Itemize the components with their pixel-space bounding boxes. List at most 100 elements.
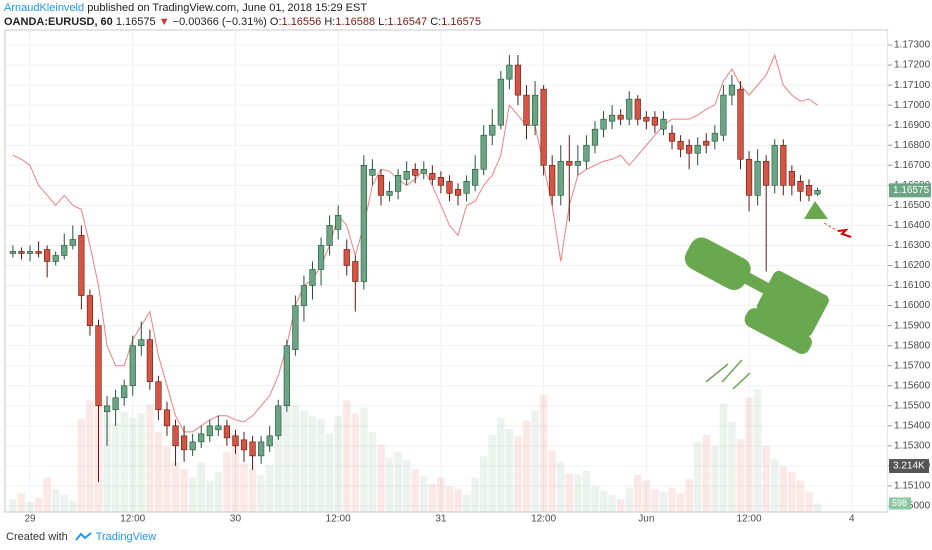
candle-body	[309, 269, 316, 286]
candle-body	[480, 134, 487, 170]
candle-body	[754, 160, 761, 196]
volume-bar	[642, 480, 651, 512]
symbol-line: OANDA:EURUSD, 60 1.16575 ▼ −0.00366 (−0.…	[4, 16, 481, 28]
candle-body	[626, 98, 633, 120]
y-tick-label: 1.17100	[894, 80, 931, 91]
candle-body	[292, 305, 299, 350]
volume-label-bg	[889, 497, 911, 510]
h-label: H:	[324, 16, 336, 28]
candle-body	[9, 251, 17, 254]
volume-bar	[240, 463, 248, 512]
volume-bar	[685, 479, 693, 512]
volume-bar	[702, 434, 711, 512]
l-label: L:	[378, 16, 388, 28]
candle-body	[198, 433, 205, 443]
volume-bar	[531, 410, 539, 512]
candle-body	[283, 345, 290, 407]
y-tick-label: 1.15400	[894, 420, 931, 431]
y-tick-label: 1.17000	[894, 100, 931, 111]
volume-bar	[574, 474, 582, 512]
volume-bar	[342, 400, 351, 512]
volume-bar	[505, 429, 514, 512]
drawing	[684, 201, 852, 390]
volume-bar	[34, 497, 43, 512]
candle-body	[275, 405, 282, 437]
candle-body	[583, 144, 590, 162]
y-tick-label: 1.15500	[894, 400, 931, 411]
candle-body	[463, 181, 470, 194]
candle-body	[566, 160, 573, 166]
candle-body	[369, 168, 376, 176]
y-tick-label: 1.16100	[894, 280, 931, 291]
candle-body	[472, 168, 479, 186]
volume-bar	[300, 410, 308, 512]
candle-body	[788, 170, 795, 186]
candle-body	[531, 94, 539, 126]
candle-body	[446, 181, 453, 194]
candle-body	[797, 181, 804, 192]
volume-bar	[420, 476, 428, 512]
candle-body	[523, 94, 530, 126]
volume-bar	[77, 419, 86, 512]
candle-body	[574, 160, 581, 166]
candle-body	[608, 114, 616, 122]
candle-body	[600, 118, 607, 130]
volume-bar	[257, 474, 265, 512]
volume-bar	[377, 444, 385, 512]
candle-body	[155, 381, 162, 411]
header-line: ArnaudKleinveld published on TradingView…	[4, 2, 367, 14]
candle-body	[95, 325, 102, 407]
o-value: 1.16556	[281, 16, 322, 28]
candle-body	[805, 185, 813, 196]
volume-bar	[120, 411, 128, 512]
author-link[interactable]: ArnaudKleinveld	[4, 2, 85, 14]
tractor-drawing	[684, 237, 829, 354]
volume-bar	[128, 417, 137, 512]
y-tick-label: 1.15700	[894, 360, 931, 371]
volume-bar	[471, 477, 479, 512]
candle-body	[540, 88, 547, 166]
logo	[75, 532, 92, 541]
volume-bar	[753, 388, 762, 512]
candle-body	[617, 114, 624, 120]
y-tick-label: 1.15900	[894, 320, 931, 331]
volume-bar	[86, 400, 94, 512]
candle-body	[454, 189, 462, 196]
candle-body	[121, 385, 128, 399]
volume-bar	[291, 404, 300, 512]
x-tick-label: 12:00	[120, 514, 145, 525]
candle-body	[711, 132, 718, 142]
volume-bar	[539, 394, 548, 512]
candle-body	[377, 175, 385, 196]
candle-body	[317, 245, 325, 270]
volume-bar	[745, 397, 753, 512]
published-text: published on TradingView.com, June 01, 2…	[87, 2, 368, 14]
volume-bar	[668, 487, 676, 512]
x-tick-label: Jun	[638, 514, 654, 525]
candle-body	[181, 435, 188, 451]
volume-bar	[428, 483, 437, 512]
bolt-drawing	[837, 228, 852, 238]
volume-bar	[634, 474, 642, 512]
candle-body	[326, 225, 333, 246]
candle-body	[44, 249, 51, 262]
brand-link[interactable]: TradingView	[95, 531, 157, 543]
volume-bar	[206, 480, 214, 512]
volume-bar	[565, 473, 574, 512]
candle-body	[215, 425, 222, 431]
volume-bar	[368, 431, 377, 512]
volume-bar	[445, 486, 454, 512]
candle-body	[103, 405, 111, 413]
candle-body	[703, 140, 710, 146]
candle-body	[429, 172, 436, 180]
candle-body	[489, 124, 496, 136]
volume-bar	[308, 416, 317, 512]
volume-bar	[180, 469, 188, 512]
x-tick-label: 12:00	[737, 514, 762, 525]
arrow-drawing	[804, 201, 828, 219]
candle-body	[163, 409, 171, 427]
volume-bar	[805, 491, 813, 512]
candle-body	[189, 441, 196, 451]
volume-bar	[676, 493, 685, 512]
volume-bar	[265, 464, 274, 512]
